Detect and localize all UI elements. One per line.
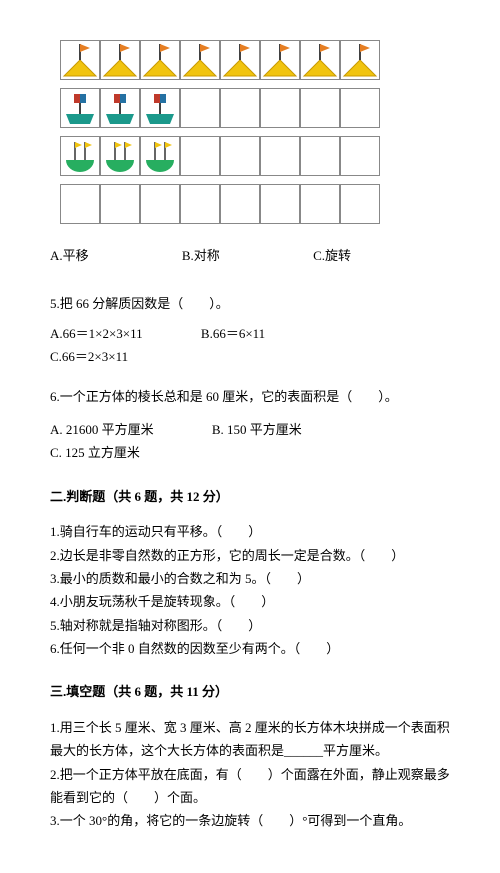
pattern-cell: [60, 88, 100, 128]
q6-option-a: A. 21600 平方厘米: [50, 418, 154, 441]
pattern-cell: [100, 40, 140, 80]
pattern-cell-empty: [140, 184, 180, 224]
pattern-cell: [220, 40, 260, 80]
tf-item: 5.轴对称就是指轴对称图形。（ ）: [50, 614, 450, 637]
section2-title: 二.判断题（共 6 题，共 12 分）: [50, 485, 450, 508]
tf-item: 1.骑自行车的运动只有平移。（ ）: [50, 520, 450, 543]
question-6: 6.一个正方体的棱长总和是 60 厘米，它的表面积是（ ）。 A. 21600 …: [50, 385, 450, 465]
option-c: C.旋转: [313, 244, 351, 267]
pattern-cell: [260, 40, 300, 80]
fill-item: 2.把一个正方体平放在底面，有（ ）个面露在外面，静止观察最多能看到它的（ ）个…: [50, 763, 450, 810]
pattern-cell-empty: [180, 136, 220, 176]
pattern-cell-empty: [340, 88, 380, 128]
q6-option-b: B. 150 平方厘米: [212, 418, 302, 441]
pattern-cell: [60, 136, 100, 176]
q5-option-c: C.66＝2×3×11: [50, 345, 128, 368]
pattern-cell-empty: [260, 88, 300, 128]
pattern-cell-empty: [300, 88, 340, 128]
pattern-row-1: [60, 40, 450, 80]
pattern-cell-empty: [340, 184, 380, 224]
q5-text: 5.把 66 分解质因数是（ ）。: [50, 292, 450, 315]
tf-item: 3.最小的质数和最小的合数之和为 5。（ ）: [50, 567, 450, 590]
pattern-cell-empty: [220, 88, 260, 128]
section3-items: 1.用三个长 5 厘米、宽 3 厘米、高 2 厘米的长方体木块拼成一个表面积最大…: [50, 716, 450, 833]
q4-options: A.平移 B.对称 C.旋转: [50, 244, 450, 267]
pattern-cell-empty: [100, 184, 140, 224]
pattern-cell: [340, 40, 380, 80]
pattern-row-2: [60, 88, 450, 128]
option-a: A.平移: [50, 244, 89, 267]
fill-item: 3.一个 30°的角，将它的一条边旋转（ ）°可得到一个直角。: [50, 809, 450, 832]
pattern-cell-empty: [220, 184, 260, 224]
pattern-cell-empty: [60, 184, 100, 224]
pattern-cell-empty: [180, 88, 220, 128]
pattern-cell-empty: [180, 184, 220, 224]
q6-text: 6.一个正方体的棱长总和是 60 厘米，它的表面积是（ ）。: [50, 385, 450, 408]
pattern-cell: [300, 40, 340, 80]
pattern-cell: [100, 88, 140, 128]
pattern-cell: [60, 40, 100, 80]
pattern-cell-empty: [340, 136, 380, 176]
pattern-row-4: [60, 184, 450, 224]
pattern-cell: [180, 40, 220, 80]
option-b: B.对称: [182, 244, 220, 267]
pattern-cell: [140, 88, 180, 128]
tf-item: 2.边长是非零自然数的正方形，它的周长一定是合数。（ ）: [50, 544, 450, 567]
q5-option-a: A.66＝1×2×3×11: [50, 322, 143, 345]
pattern-cell: [140, 40, 180, 80]
pattern-cell-empty: [220, 136, 260, 176]
pattern-cell-empty: [260, 136, 300, 176]
pattern-cell: [100, 136, 140, 176]
tf-item: 6.任何一个非 0 自然数的因数至少有两个。（ ）: [50, 637, 450, 660]
pattern-cell-empty: [260, 184, 300, 224]
q5-option-b: B.66＝6×11: [201, 322, 265, 345]
pattern-cell: [140, 136, 180, 176]
section3-title: 三.填空题（共 6 题，共 11 分）: [50, 680, 450, 703]
pattern-row-3: [60, 136, 450, 176]
pattern-cell-empty: [300, 136, 340, 176]
fill-item: 1.用三个长 5 厘米、宽 3 厘米、高 2 厘米的长方体木块拼成一个表面积最大…: [50, 716, 450, 763]
question-5: 5.把 66 分解质因数是（ ）。 A.66＝1×2×3×11 B.66＝6×1…: [50, 292, 450, 368]
q6-option-c: C. 125 立方厘米: [50, 441, 140, 464]
pattern-cell-empty: [300, 184, 340, 224]
tf-item: 4.小朋友玩荡秋千是旋转现象。（ ）: [50, 590, 450, 613]
section2-items: 1.骑自行车的运动只有平移。（ ） 2.边长是非零自然数的正方形，它的周长一定是…: [50, 520, 450, 660]
